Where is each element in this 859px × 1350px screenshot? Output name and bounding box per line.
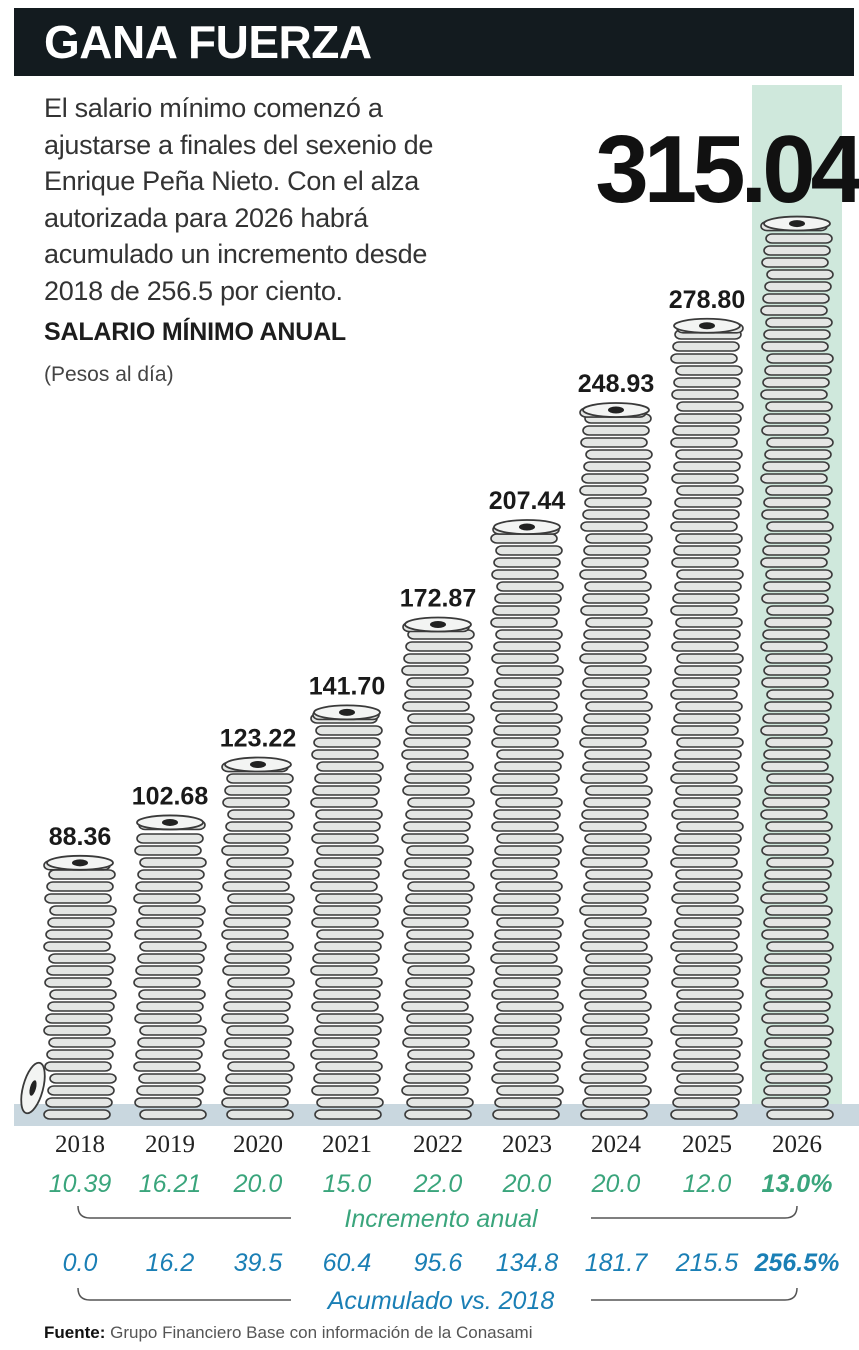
- tick-label-2019: 2019: [145, 1131, 195, 1158]
- accumulated-2022: 95.6: [414, 1249, 463, 1277]
- bar-2026: [760, 215, 834, 1120]
- source-note: Fuente: Grupo Financiero Base con inform…: [44, 1323, 533, 1343]
- value-label-2018: 88.36: [49, 823, 112, 851]
- tick-label-2026: 2026: [772, 1131, 822, 1158]
- header-bar: GANA FUERZA: [14, 8, 854, 76]
- accumulated-2023: 134.8: [496, 1249, 559, 1277]
- annual-increase-label: Incremento anual: [344, 1205, 539, 1233]
- value-label-2020: 123.22: [220, 725, 296, 753]
- value-label-2022: 172.87: [400, 585, 476, 613]
- tick-label-2020: 2020: [233, 1131, 283, 1158]
- accumulated-2026: 256.5%: [754, 1249, 840, 1277]
- tick-label-2022: 2022: [413, 1131, 463, 1158]
- annual-increase-2022: 22.0: [413, 1170, 463, 1198]
- tick-label-2021: 2021: [322, 1131, 372, 1158]
- annual-increase-2023: 20.0: [502, 1170, 552, 1198]
- accumulated-2021: 60.4: [323, 1249, 372, 1277]
- accumulated-2020: 39.5: [234, 1249, 283, 1277]
- accumulated-2024: 181.7: [585, 1249, 649, 1277]
- annual-increase-2025: 12.0: [683, 1170, 732, 1198]
- annual-increase-2026: 13.0%: [762, 1170, 833, 1198]
- tick-label-2023: 2023: [502, 1131, 552, 1158]
- accumulated-bracket-left: [77, 1287, 291, 1301]
- annual-increase-2021: 15.0: [323, 1170, 372, 1198]
- value-label-2023: 207.44: [489, 487, 566, 515]
- bar-2022: [401, 616, 475, 1120]
- page-title: GANA FUERZA: [44, 16, 372, 68]
- chart-subtitle: (Pesos al día): [44, 363, 174, 386]
- bar-2024: [579, 402, 653, 1120]
- annual-increase-bracket-left: [77, 1205, 291, 1219]
- accumulated-label: Acumulado vs. 2018: [326, 1287, 555, 1315]
- tick-label-2018: 2018: [55, 1131, 105, 1158]
- annual-increase-2024: 20.0: [591, 1170, 641, 1198]
- annual-increase-2020: 20.0: [233, 1170, 283, 1198]
- bar-2021: [310, 704, 384, 1120]
- accumulated-bracket-right: [591, 1287, 798, 1301]
- intro-text: El salario mínimo comenzó a ajustarse a …: [44, 93, 434, 306]
- bar-2019: [133, 814, 207, 1120]
- bar-2020: [221, 756, 295, 1120]
- fallen-coin-mark: [29, 1080, 37, 1096]
- source-text: Grupo Financiero Base con información de…: [105, 1323, 533, 1342]
- bar-2018: [43, 854, 117, 1120]
- accumulated-2018: 0.0: [63, 1249, 98, 1277]
- value-label-2019: 102.68: [132, 782, 209, 810]
- bar-2023: [490, 519, 564, 1120]
- annual-increase-bracket-right: [591, 1205, 798, 1219]
- value-label-2025: 278.80: [669, 286, 745, 314]
- accumulated-2025: 215.5: [675, 1249, 739, 1277]
- value-label-2021: 141.70: [309, 672, 385, 700]
- bar-2025: [670, 317, 744, 1120]
- annual-increase-2018: 10.39: [49, 1170, 112, 1198]
- value-label-2024: 248.93: [578, 370, 654, 398]
- tick-label-2024: 2024: [591, 1131, 642, 1158]
- highlight-value: 315.04: [595, 116, 859, 223]
- annual-increase-2019: 16.21: [139, 1170, 202, 1198]
- tick-label-2025: 2025: [682, 1131, 732, 1158]
- chart-title: SALARIO MÍNIMO ANUAL: [44, 318, 346, 346]
- source-label: Fuente:: [44, 1323, 106, 1342]
- accumulated-2019: 16.2: [146, 1249, 195, 1277]
